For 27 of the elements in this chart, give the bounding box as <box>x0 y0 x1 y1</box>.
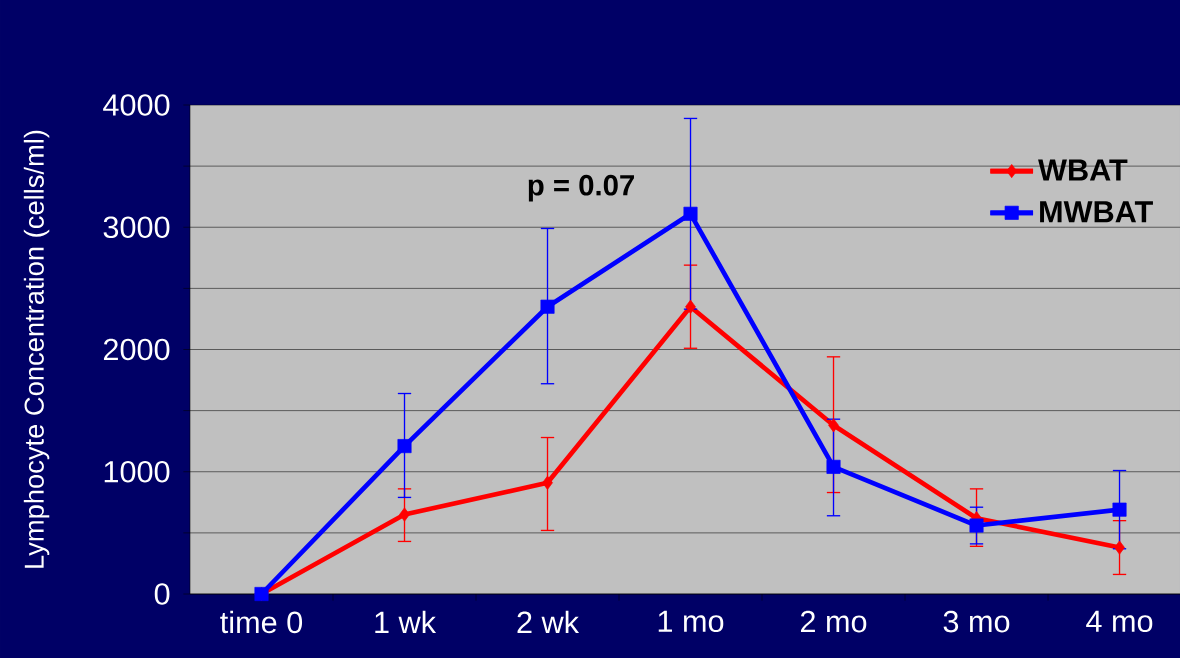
x-tick-label: 2 wk <box>517 610 580 633</box>
point <box>399 507 410 522</box>
y-tick-label: 4000 <box>103 94 170 116</box>
point <box>1112 502 1127 517</box>
legend-label: WBAT <box>1038 159 1128 181</box>
point <box>826 459 841 474</box>
annotation: p = 0.07 <box>528 174 634 202</box>
point <box>969 518 984 533</box>
y-tick-label: 2000 <box>103 338 170 361</box>
x-tick-label: 1 wk <box>375 610 437 633</box>
x-tick-label: time 0 <box>220 610 303 634</box>
x-tick-label: 3 mo <box>943 610 1010 633</box>
x-tick-label: 1 mo <box>658 610 724 633</box>
point <box>1114 540 1125 555</box>
point <box>683 206 698 221</box>
point <box>540 299 555 314</box>
x-tick-label: 2 mo <box>800 610 867 633</box>
point <box>685 299 696 314</box>
y-tick-label: 1000 <box>104 460 170 483</box>
x-tick-label: 4 mo <box>1086 610 1153 633</box>
y-tick-label: 0 <box>154 583 170 605</box>
point <box>542 475 553 490</box>
y-tick-label: 3000 <box>103 216 170 239</box>
y-axis-title: Lymphocyte Concentration (cells/ml) <box>23 130 50 568</box>
point <box>397 439 412 454</box>
point <box>828 418 839 433</box>
legend-label: MWBAT <box>1040 201 1153 223</box>
